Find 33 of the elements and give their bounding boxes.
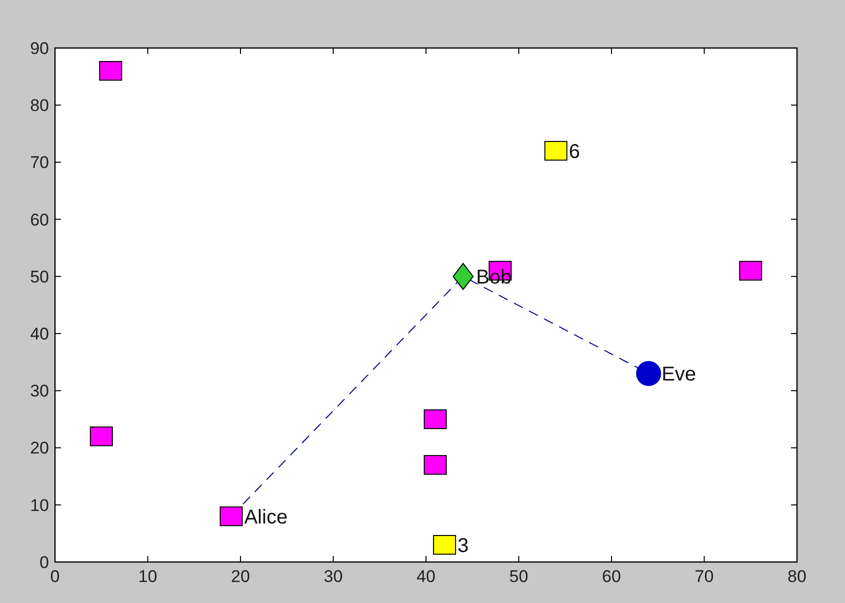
annotation: 3 bbox=[458, 534, 469, 557]
point bbox=[636, 361, 662, 386]
point bbox=[90, 426, 113, 446]
point bbox=[424, 455, 447, 475]
y-tick-label: 40 bbox=[30, 324, 49, 344]
x-tick-label: 30 bbox=[324, 567, 343, 586]
point bbox=[739, 260, 762, 281]
y-tick-label: 30 bbox=[30, 382, 49, 401]
x-tick-label: 50 bbox=[509, 567, 528, 586]
x-tick-label: 20 bbox=[231, 567, 250, 586]
y-tick-label: 80 bbox=[30, 96, 49, 116]
point bbox=[99, 60, 122, 81]
x-tick-label: 80 bbox=[788, 567, 806, 586]
y-tick-label: 70 bbox=[30, 153, 49, 172]
annotation: Eve bbox=[662, 364, 696, 386]
y-tick-label: 0 bbox=[40, 552, 49, 572]
x-tick-label: 40 bbox=[416, 567, 436, 586]
point bbox=[424, 409, 447, 430]
x-tick-label: 10 bbox=[138, 567, 158, 586]
x-tick-label: 70 bbox=[694, 567, 714, 586]
y-tick-label: 20 bbox=[30, 438, 49, 458]
point bbox=[452, 262, 474, 290]
y-tick-label: 10 bbox=[30, 496, 49, 515]
x-tick-label: 60 bbox=[602, 567, 621, 586]
annotation: Alice bbox=[244, 506, 288, 528]
y-tick-label: 90 bbox=[30, 38, 49, 58]
y-tick-label: 60 bbox=[30, 210, 49, 230]
point bbox=[433, 535, 456, 555]
point bbox=[220, 506, 243, 526]
annotation: 6 bbox=[568, 140, 580, 163]
y-tick-label: 50 bbox=[30, 267, 49, 286]
annotation: Bob bbox=[476, 266, 512, 288]
point bbox=[544, 140, 568, 161]
